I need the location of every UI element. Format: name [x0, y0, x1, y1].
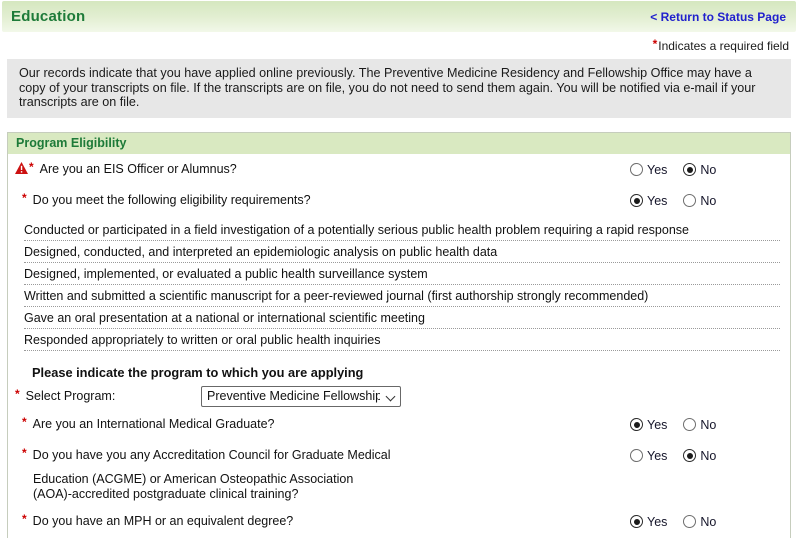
eligibility-no-radio[interactable]: [683, 194, 697, 207]
question-label-acgme: * Do you have you any Accreditation Coun…: [15, 446, 630, 462]
question-text: Are you an International Medical Graduat…: [32, 417, 275, 431]
question-text-line3: (AOA)-accredited postgraduate clinical t…: [33, 486, 299, 501]
radio-group-acgme: Yes No: [630, 448, 790, 463]
requirement-item: Designed, conducted, and interpreted an …: [24, 241, 780, 263]
error-warning-icon: [15, 162, 28, 174]
required-asterisk: *: [22, 512, 27, 526]
requirement-item: Designed, implemented, or evaluated a pu…: [24, 263, 780, 285]
required-asterisk: *: [22, 446, 27, 460]
required-note-text: Indicates a required field: [658, 39, 789, 53]
mph-yes-radio[interactable]: [630, 515, 643, 528]
img-yes-option[interactable]: Yes: [630, 418, 667, 432]
page-header: Education < Return to Status Page: [2, 1, 796, 32]
page-title: Education: [11, 8, 86, 25]
question-label-img: * Are you an International Medical Gradu…: [15, 415, 630, 431]
acgme-yes-option[interactable]: Yes: [630, 449, 667, 463]
program-eligibility-section: Program Eligibility * Are you an EIS Off…: [7, 131, 791, 538]
radio-group-eis: Yes No: [630, 162, 790, 177]
requirement-item: Conducted or participated in a field inv…: [24, 219, 780, 241]
program-select-wrap: Preventive Medicine Fellowship: [201, 385, 401, 407]
requirement-item: Written and submitted a scientific manus…: [24, 285, 780, 307]
requirement-item: Gave an oral presentation at a national …: [24, 307, 780, 329]
mph-no-radio[interactable]: [683, 515, 697, 528]
required-asterisk: *: [652, 37, 658, 51]
requirement-item: Responded appropriately to written or or…: [24, 329, 780, 351]
question-row-eis: * Are you an EIS Officer or Alumnus? Yes…: [8, 154, 790, 185]
mph-yes-option[interactable]: Yes: [630, 515, 667, 529]
eligibility-yes-option[interactable]: Yes: [630, 194, 667, 208]
mph-no-option[interactable]: No: [683, 515, 716, 529]
radio-label-no: No: [700, 193, 717, 208]
question-row-eligibility: * Do you meet the following eligibility …: [8, 185, 790, 216]
radio-label-yes: Yes: [647, 514, 668, 529]
notice-box: Our records indicate that you have appli…: [7, 59, 791, 118]
question-row-img: * Are you an International Medical Gradu…: [8, 409, 790, 440]
question-continuation-acgme: Education (ACGME) or American Osteopathi…: [33, 472, 790, 502]
radio-label-yes: Yes: [647, 417, 668, 432]
acgme-no-radio[interactable]: [683, 449, 697, 462]
radio-label-no: No: [700, 448, 717, 463]
img-yes-radio[interactable]: [630, 418, 643, 431]
radio-label-no: No: [700, 514, 717, 529]
radio-group-eligibility: Yes No: [630, 193, 790, 208]
return-to-status-link[interactable]: < Return to Status Page: [650, 9, 786, 24]
eis-yes-option[interactable]: Yes: [630, 163, 667, 177]
radio-label-yes: Yes: [647, 448, 668, 463]
eligibility-no-option[interactable]: No: [683, 194, 716, 208]
notice-text: Our records indicate that you have appli…: [19, 66, 756, 109]
question-text: Do you have an MPH or an equivalent degr…: [32, 514, 294, 528]
radio-label-yes: Yes: [647, 162, 668, 177]
eis-no-radio[interactable]: [683, 163, 697, 176]
acgme-no-option[interactable]: No: [683, 449, 716, 463]
select-program-row: * Select Program: Preventive Medicine Fe…: [8, 380, 790, 409]
program-select[interactable]: Preventive Medicine Fellowship: [201, 385, 401, 407]
required-asterisk: *: [15, 387, 20, 401]
radio-label-no: No: [700, 417, 717, 432]
eis-no-option[interactable]: No: [683, 163, 716, 177]
question-text: Are you an EIS Officer or Alumnus?: [39, 162, 237, 176]
acgme-yes-radio[interactable]: [630, 449, 643, 462]
eligibility-requirements-list: Conducted or participated in a field inv…: [8, 219, 790, 351]
required-asterisk: *: [29, 160, 34, 174]
radio-group-mph: Yes No: [630, 514, 790, 529]
question-label-eligibility: * Do you meet the following eligibility …: [15, 191, 630, 207]
eligibility-yes-radio[interactable]: [630, 194, 643, 207]
radio-label-yes: Yes: [647, 193, 668, 208]
img-no-option[interactable]: No: [683, 418, 716, 432]
required-asterisk: *: [22, 415, 27, 429]
question-label-mph: * Do you have an MPH or an equivalent de…: [15, 512, 630, 528]
section-title: Program Eligibility: [8, 132, 790, 154]
select-program-label-text: Select Program:: [25, 389, 116, 403]
program-heading: Please indicate the program to which you…: [32, 364, 364, 380]
img-no-radio[interactable]: [683, 418, 697, 431]
radio-group-img: Yes No: [630, 417, 790, 432]
question-text: Do you have you any Accreditation Counci…: [32, 448, 391, 462]
question-text: Do you meet the following eligibility re…: [32, 193, 311, 207]
radio-label-no: No: [700, 162, 717, 177]
question-text-line2: Education (ACGME) or American Osteopathi…: [33, 471, 354, 486]
select-program-label: * Select Program:: [15, 387, 201, 403]
question-row-mph: * Do you have an MPH or an equivalent de…: [8, 506, 790, 537]
question-label-eis: * Are you an EIS Officer or Alumnus?: [15, 160, 630, 176]
eis-yes-radio[interactable]: [630, 163, 643, 176]
question-row-acgme: * Do you have you any Accreditation Coun…: [8, 440, 790, 471]
required-asterisk: *: [22, 191, 27, 205]
required-field-note: *Indicates a required field: [0, 32, 798, 59]
